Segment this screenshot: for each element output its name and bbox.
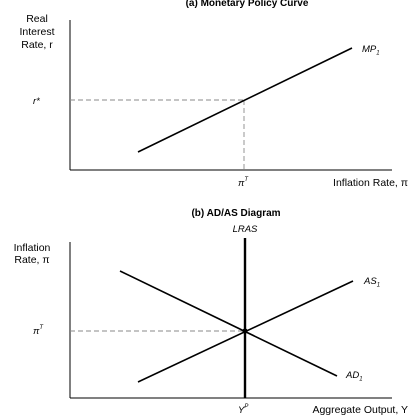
panel-b-ylabel-line2: Rate, π (14, 254, 49, 266)
as-curve-label: AS1 (363, 276, 380, 289)
panel-a-xlabel: Inflation Rate, π (333, 177, 408, 189)
panel-a-ylabel-line1: Real (26, 13, 48, 25)
ad-curve-label: AD1 (345, 370, 363, 383)
r-star-tick-label: r* (33, 96, 40, 107)
panel-b-xlabel: Aggregate Output, Y (312, 404, 408, 416)
panel-a: (a) Monetary Policy Curve Real Interest … (19, 0, 408, 189)
potential-output-tick-label: YP (238, 404, 248, 416)
panel-a-ylabel-line3: Rate, r (21, 39, 53, 51)
pi-target-tick-label: πT (238, 177, 249, 189)
ad-curve (119, 270, 338, 377)
panel-b: (b) AD/AS Diagram Inflation Rate, π LRAS… (14, 208, 408, 416)
equilibrium-point (242, 328, 248, 334)
panel-b-pi-target-tick-label: πT (33, 325, 44, 337)
panel-b-ylabel-line1: Inflation (14, 242, 51, 254)
panel-a-title: (a) Monetary Policy Curve (186, 0, 309, 9)
panel-a-ylabel-line2: Interest (19, 26, 54, 38)
mp-curve-label: MP1 (362, 44, 380, 57)
mp-curve (137, 47, 353, 153)
lras-label: LRAS (233, 224, 258, 235)
panel-b-title: (b) AD/AS Diagram (191, 208, 280, 219)
